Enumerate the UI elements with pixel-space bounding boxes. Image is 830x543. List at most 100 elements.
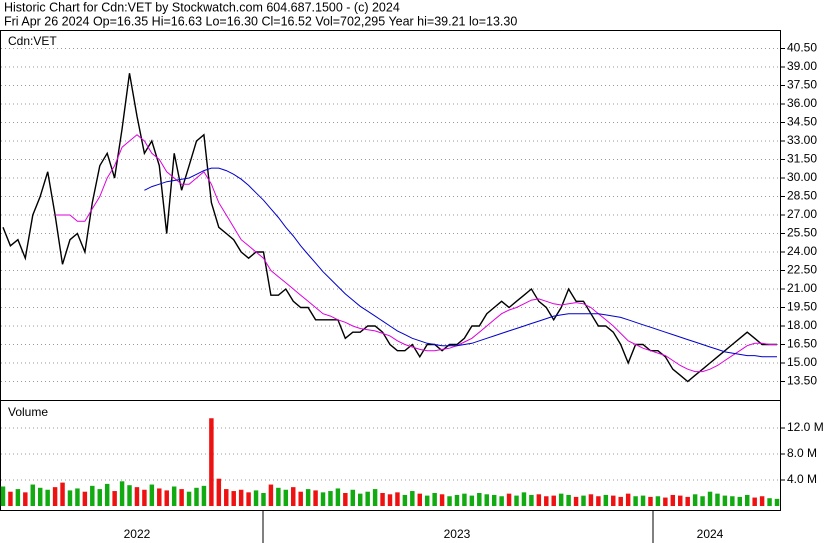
volume-bar <box>127 485 132 506</box>
volume-bar <box>573 496 579 506</box>
volume-bar <box>447 496 452 506</box>
chart-subtitle: Fri Apr 26 2024 Op=16.35 Hi=16.63 Lo=16.… <box>4 14 517 28</box>
volume-bar <box>402 494 408 506</box>
volume-bar <box>767 498 772 506</box>
volume-bar <box>104 483 110 506</box>
volume-bar <box>484 494 489 506</box>
y-tick-label: 25.50 <box>787 226 817 240</box>
volume-bar <box>305 489 311 506</box>
y-tick-label: 22.50 <box>787 263 817 277</box>
volume-bar <box>283 489 289 506</box>
volume-bar <box>8 491 13 506</box>
volume-bar <box>67 490 73 506</box>
y-tick-label: 4.0 M <box>787 472 817 486</box>
volume-bar <box>774 498 780 506</box>
volume-bar <box>566 494 571 506</box>
volume-bar <box>179 489 184 506</box>
volume-bar <box>186 491 192 506</box>
volume-bar <box>60 482 65 506</box>
volume-bar <box>164 490 169 506</box>
volume-bar <box>380 493 385 506</box>
volume-bar <box>142 489 147 506</box>
volume-bar <box>320 492 326 506</box>
volume-bar <box>30 484 36 506</box>
volume-bar <box>722 495 728 506</box>
volume-bar <box>75 488 80 506</box>
volume-bar <box>715 493 720 506</box>
volume-bar <box>454 494 460 506</box>
volume-bar <box>506 493 512 506</box>
volume-bar <box>581 495 586 506</box>
volume-bar <box>395 492 400 506</box>
volume-bar <box>157 488 162 506</box>
volume-bar <box>424 495 430 506</box>
volume-bar <box>224 489 229 506</box>
y-tick-label: 8.0 M <box>787 446 817 460</box>
volume-bar <box>648 496 653 506</box>
volume-bar <box>692 494 698 506</box>
chart-title: Historic Chart for Cdn:VET by Stockwatch… <box>4 0 400 14</box>
y-tick-label: 12.0 M <box>787 420 824 434</box>
volume-bar <box>737 496 743 506</box>
volume-bar <box>15 489 21 506</box>
y-tick-label: 37.50 <box>787 78 817 92</box>
panel-label: Volume <box>8 405 48 419</box>
y-tick-label: 40.50 <box>787 41 817 55</box>
volume-bar <box>439 494 445 506</box>
volume-bar <box>350 489 356 506</box>
volume-frame <box>0 400 781 511</box>
panel-label: Cdn:VET <box>8 34 57 48</box>
volume-bar <box>201 485 207 506</box>
y-tick-label: 27.00 <box>787 207 817 221</box>
volume-bar <box>343 493 348 506</box>
volume-bar <box>112 491 117 506</box>
volume-bar <box>633 496 638 506</box>
volume-bar <box>365 491 370 506</box>
volume-bar <box>328 491 333 506</box>
y-tick-label: 24.00 <box>787 244 817 258</box>
y-tick-label: 39.00 <box>787 59 817 73</box>
volume-bar <box>119 481 125 506</box>
volume-bar <box>261 493 266 506</box>
volume-bar <box>663 497 668 506</box>
volume-bar <box>551 495 556 506</box>
y-tick-label: 36.00 <box>787 96 817 110</box>
volume-bar <box>149 484 155 506</box>
x-tick-label: 2024 <box>697 527 724 541</box>
volume-bar <box>0 486 6 506</box>
volume-bar <box>596 496 601 506</box>
y-tick-label: 16.50 <box>787 337 817 351</box>
volume-bar <box>45 489 50 506</box>
volume-bar <box>670 494 676 506</box>
volume-bar <box>469 495 475 506</box>
volume-bar <box>410 491 415 506</box>
volume-bar <box>313 490 318 506</box>
volume-bar <box>759 496 765 506</box>
y-tick-label: 15.00 <box>787 355 817 369</box>
volume-bar <box>536 494 542 506</box>
volume-bar <box>625 493 631 506</box>
volume-bar <box>231 491 236 506</box>
y-tick-label: 13.50 <box>787 374 817 388</box>
y-tick-label: 19.50 <box>787 300 817 314</box>
price-line <box>2 73 777 383</box>
volume-bar <box>529 494 534 506</box>
volume-bar <box>655 496 661 506</box>
price-line <box>144 167 777 358</box>
volume-bar <box>134 487 140 506</box>
volume-bar <box>90 485 95 506</box>
volume-bar <box>82 491 88 506</box>
volume-bar <box>491 494 497 506</box>
volume-bar <box>387 494 393 506</box>
volume-bar <box>544 496 549 506</box>
volume-bar <box>216 478 222 506</box>
volume-bar <box>730 496 735 506</box>
volume-bar <box>171 486 177 506</box>
volume-bar <box>603 494 609 506</box>
volume-bar <box>432 493 437 506</box>
y-tick-label: 21.00 <box>787 281 817 295</box>
y-tick-label: 28.50 <box>787 189 817 203</box>
volume-bar <box>477 493 482 506</box>
volume-bar <box>238 489 244 506</box>
